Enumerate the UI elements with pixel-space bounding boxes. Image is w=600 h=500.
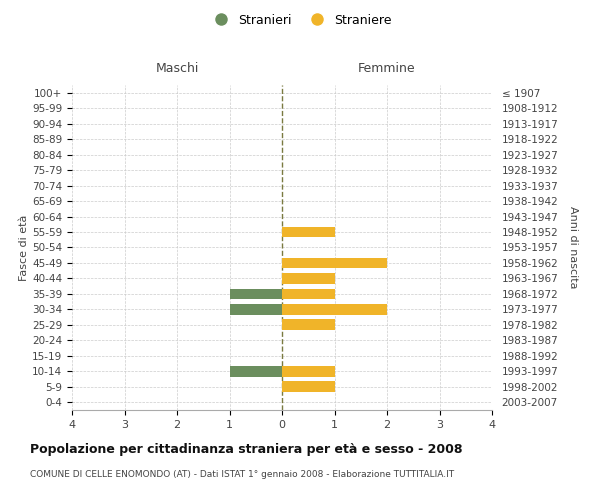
Legend: Stranieri, Straniere: Stranieri, Straniere bbox=[203, 8, 397, 32]
Text: Popolazione per cittadinanza straniera per età e sesso - 2008: Popolazione per cittadinanza straniera p… bbox=[30, 442, 463, 456]
Bar bbox=[282, 288, 335, 300]
Bar bbox=[282, 320, 335, 330]
Bar bbox=[282, 226, 335, 237]
Bar bbox=[282, 273, 335, 284]
Bar bbox=[282, 258, 387, 268]
Bar bbox=[229, 366, 282, 376]
Bar bbox=[282, 304, 387, 315]
Text: COMUNE DI CELLE ENOMONDO (AT) - Dati ISTAT 1° gennaio 2008 - Elaborazione TUTTIT: COMUNE DI CELLE ENOMONDO (AT) - Dati IST… bbox=[30, 470, 454, 479]
Y-axis label: Fasce di età: Fasce di età bbox=[19, 214, 29, 280]
Y-axis label: Anni di nascita: Anni di nascita bbox=[568, 206, 578, 288]
Bar bbox=[229, 304, 282, 315]
Bar bbox=[282, 366, 335, 376]
Bar bbox=[282, 382, 335, 392]
Bar bbox=[229, 288, 282, 300]
